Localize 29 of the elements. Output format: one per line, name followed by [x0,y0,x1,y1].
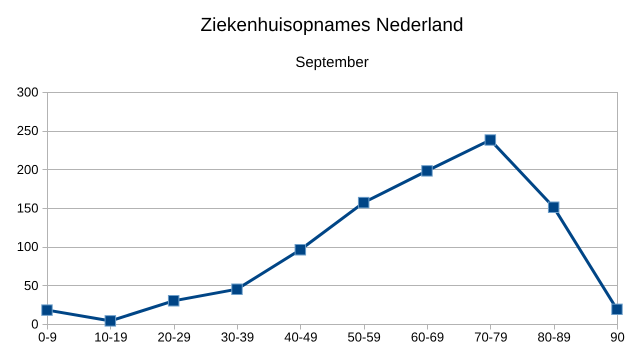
point [548,201,560,213]
point [421,165,433,177]
x-tick-label: 90 [610,330,625,344]
x-tick-label: 80-89 [538,330,571,344]
point [231,283,243,295]
y-tick-label: 50 [24,278,38,293]
x-tick-label: 70-79 [474,330,508,344]
x-tick-label: 20-29 [158,330,191,344]
point [168,295,180,307]
y-tick-label: 200 [16,162,38,177]
x-tick-label: 30-39 [220,330,254,344]
x-tick-label: 60-69 [410,330,444,344]
chart-title: Ziekenhuisopnames Nederland [200,15,464,36]
point [104,315,116,327]
point [484,134,496,146]
point [294,244,306,256]
y-tick-label: 150 [16,200,38,216]
point [41,304,53,316]
x-tick-label: 10-19 [94,330,128,344]
x-tick-label: 40-49 [284,330,318,344]
x-tick-label: 50-59 [348,330,381,344]
y-tick-label: 250 [16,123,38,138]
y-tick-label: 300 [16,84,38,100]
chart-subtitle: September [295,54,369,71]
point [611,304,623,316]
y-tick-label: 0 [31,316,38,332]
point [358,196,370,208]
y-tick-label: 100 [16,239,38,254]
x-tick-label: 0-9 [38,330,57,344]
